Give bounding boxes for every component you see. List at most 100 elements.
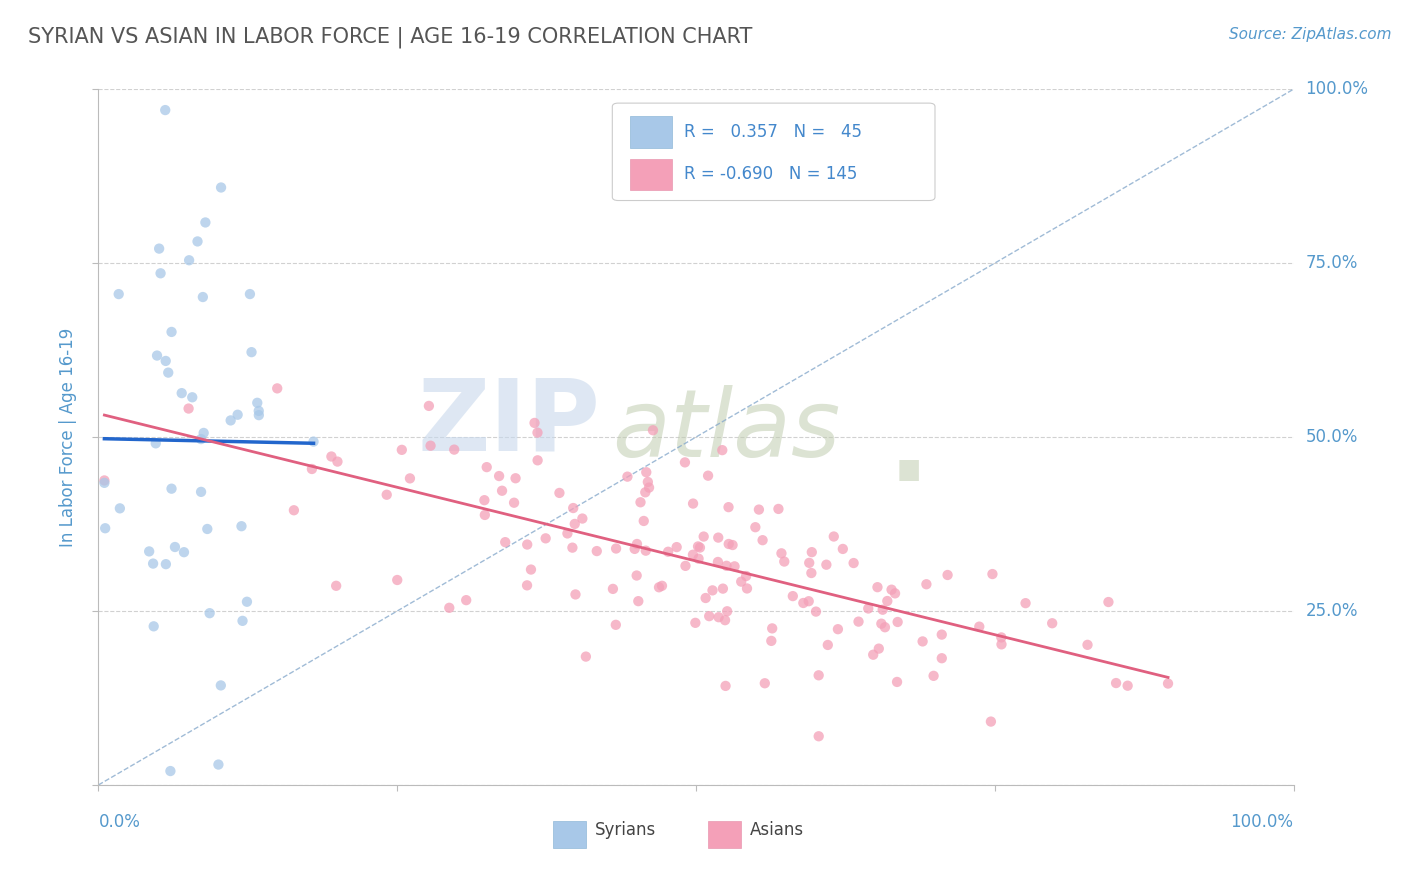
Point <box>209 678 232 692</box>
Point <box>697 609 720 624</box>
Point <box>797 594 820 608</box>
Point <box>443 442 465 457</box>
Point <box>842 556 865 570</box>
Point <box>138 544 160 558</box>
Point <box>1105 676 1128 690</box>
Point <box>714 613 737 627</box>
Point <box>848 615 870 629</box>
Point <box>748 502 770 516</box>
Point <box>1097 595 1119 609</box>
Point <box>190 432 212 446</box>
Text: ZIP: ZIP <box>418 375 600 472</box>
Text: 25.0%: 25.0% <box>1306 602 1358 620</box>
Point <box>751 533 773 548</box>
Point <box>557 526 579 541</box>
Point <box>503 496 526 510</box>
Point <box>768 502 790 516</box>
Point <box>193 425 215 440</box>
Point <box>682 497 704 511</box>
Point <box>707 555 730 569</box>
Point <box>884 586 907 600</box>
Point <box>534 532 557 546</box>
Point <box>630 495 652 509</box>
Point <box>931 627 953 641</box>
Point <box>571 511 593 525</box>
Point <box>240 345 263 359</box>
Point <box>697 468 720 483</box>
Point <box>800 566 823 580</box>
Text: 50.0%: 50.0% <box>1306 428 1358 446</box>
FancyBboxPatch shape <box>630 159 672 190</box>
Point <box>302 434 325 449</box>
Point <box>226 408 249 422</box>
Point <box>1076 638 1098 652</box>
Point <box>716 558 738 573</box>
Point <box>804 605 827 619</box>
Point <box>761 621 783 635</box>
Text: 100.0%: 100.0% <box>1230 813 1294 830</box>
Point <box>148 242 170 256</box>
Point <box>682 548 704 562</box>
Point <box>190 484 212 499</box>
Point <box>239 287 262 301</box>
Point <box>800 545 823 559</box>
Point <box>1116 679 1139 693</box>
Point <box>782 589 804 603</box>
Point <box>880 582 903 597</box>
Point <box>1157 676 1180 690</box>
Point <box>702 583 724 598</box>
Point <box>561 541 583 555</box>
Point <box>475 460 498 475</box>
Point <box>817 638 839 652</box>
Point <box>969 619 991 633</box>
Point <box>823 529 845 543</box>
Point <box>651 579 673 593</box>
Point <box>157 366 180 380</box>
Point <box>564 516 586 531</box>
Point <box>526 453 548 467</box>
Point <box>675 558 697 573</box>
Point <box>207 757 229 772</box>
Point <box>575 649 598 664</box>
Point <box>375 488 398 502</box>
Point <box>283 503 305 517</box>
Point <box>179 253 201 268</box>
Point <box>638 481 661 495</box>
Point <box>858 601 880 615</box>
Point <box>548 486 571 500</box>
Text: .: . <box>887 398 929 505</box>
Text: SYRIAN VS ASIAN IN LABOR FORCE | AGE 16-19 CORRELATION CHART: SYRIAN VS ASIAN IN LABOR FORCE | AGE 16-… <box>28 27 752 48</box>
Point <box>981 567 1004 582</box>
Point <box>456 593 478 607</box>
Point <box>862 648 884 662</box>
Point <box>488 469 510 483</box>
Point <box>516 537 538 551</box>
Text: 0.0%: 0.0% <box>98 813 141 830</box>
Point <box>526 425 548 440</box>
Text: Asians: Asians <box>749 822 804 839</box>
Point <box>980 714 1002 729</box>
Point <box>321 450 343 464</box>
Point <box>149 266 172 280</box>
Point <box>730 574 752 589</box>
Text: Syrians: Syrians <box>595 822 655 839</box>
Point <box>247 408 270 422</box>
Point <box>673 455 696 469</box>
Point <box>831 541 853 556</box>
Point <box>474 493 496 508</box>
Point <box>605 617 627 632</box>
Point <box>326 454 349 468</box>
Point <box>773 555 796 569</box>
Point <box>155 103 177 117</box>
Point <box>711 443 734 458</box>
FancyBboxPatch shape <box>709 822 741 847</box>
Y-axis label: In Labor Force | Age 16-19: In Labor Force | Age 16-19 <box>59 327 77 547</box>
FancyBboxPatch shape <box>630 116 672 147</box>
Point <box>770 546 793 560</box>
Point <box>219 413 242 427</box>
Point <box>637 475 659 489</box>
Point <box>657 545 679 559</box>
Point <box>266 381 288 395</box>
Point <box>301 462 323 476</box>
Point <box>616 469 638 483</box>
